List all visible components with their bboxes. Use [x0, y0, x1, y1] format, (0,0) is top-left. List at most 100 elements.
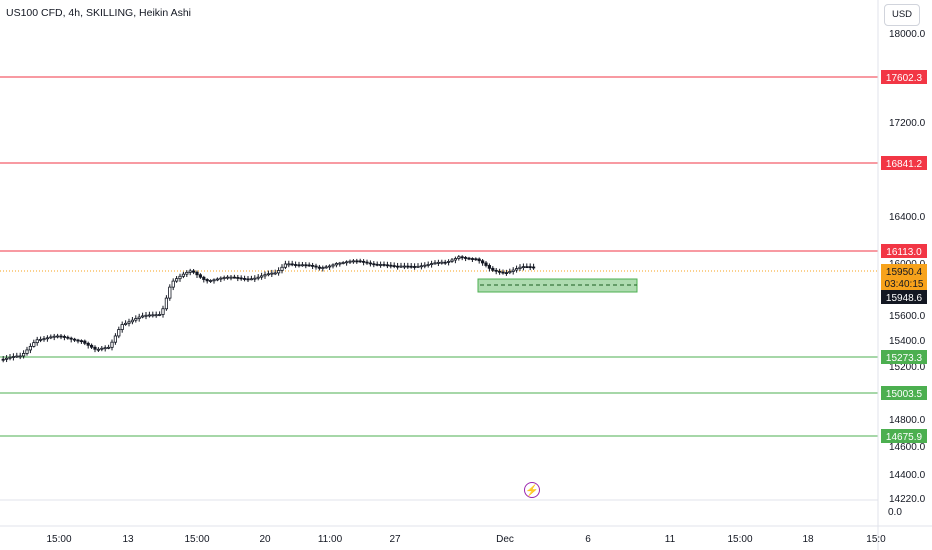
candle-body — [484, 262, 488, 266]
candle-body — [174, 278, 179, 282]
candle-body — [134, 318, 138, 321]
candle-body — [423, 264, 427, 267]
support-level-label: 15003.5 — [881, 386, 927, 400]
candle-body — [436, 261, 441, 264]
countdown-label: 03:40:15 — [885, 279, 924, 290]
price-axis-tick: 14800.0 — [889, 415, 926, 426]
candle-body — [429, 263, 434, 266]
time-axis-tick: 13 — [122, 534, 134, 545]
candle-body — [151, 314, 155, 317]
candle-body — [147, 314, 151, 317]
candle-body — [49, 336, 53, 339]
candle-body — [242, 278, 247, 280]
candle-body — [290, 263, 294, 266]
candle-body — [117, 329, 121, 337]
crosshair-price-label-bg — [881, 290, 927, 304]
candle-body — [480, 260, 485, 264]
support-level-label: 15273.3 — [881, 350, 927, 364]
candle-body — [185, 271, 189, 275]
candle-body — [395, 265, 400, 268]
candle-body — [256, 276, 260, 279]
candle-body — [161, 308, 165, 315]
candle-body — [253, 277, 257, 280]
candle-body — [208, 280, 213, 282]
candle-body — [314, 265, 318, 268]
candle-body — [477, 258, 481, 262]
candle-body — [69, 337, 73, 340]
candle-body — [497, 270, 502, 273]
candle-body — [127, 321, 131, 324]
candle-body — [276, 270, 281, 274]
candle-body — [249, 278, 253, 281]
candle-body — [273, 272, 277, 275]
candle-body — [76, 339, 80, 342]
price-axis-tick: 17200.0 — [889, 118, 926, 129]
candle-body — [317, 266, 322, 269]
currency-button[interactable]: USD — [884, 4, 920, 26]
candle-body — [164, 297, 168, 310]
candle-body — [334, 263, 339, 266]
crosshair-price-label: 15948.6 — [881, 290, 927, 304]
candle-body — [457, 256, 461, 259]
candle-body — [494, 269, 498, 272]
candle-body — [450, 259, 454, 262]
candle-body — [532, 266, 536, 269]
candle-body — [96, 348, 100, 351]
support-level-label-text: 15003.5 — [886, 389, 923, 400]
candle-body — [86, 342, 90, 346]
candle-body — [321, 267, 325, 269]
candle-body — [107, 346, 111, 349]
candle-body — [307, 264, 311, 267]
time-axis-tick: 27 — [389, 534, 401, 545]
candle-body — [372, 263, 376, 266]
candle-body — [508, 271, 512, 274]
candle-body — [154, 314, 158, 317]
candle-body — [283, 263, 288, 268]
candle-body — [8, 356, 12, 359]
candle-body — [18, 355, 22, 358]
current-price-badge-bg — [881, 264, 927, 290]
candle-body — [246, 278, 250, 281]
candle-body — [5, 357, 9, 360]
candle-body — [130, 319, 134, 323]
candle-body — [433, 262, 437, 265]
candle-body — [419, 265, 424, 268]
candle-body — [52, 335, 56, 338]
candle-body — [191, 270, 196, 273]
resistance-level-label-text: 16841.2 — [886, 159, 923, 170]
time-axis-tick: 11:00 — [318, 534, 343, 545]
candle-body — [361, 260, 366, 263]
candle-body — [229, 276, 233, 279]
candle-body — [491, 267, 495, 271]
candle-body — [103, 347, 107, 350]
candle-body — [426, 264, 430, 266]
candle-body — [25, 349, 29, 354]
candle-body — [399, 265, 403, 268]
pane-zero-label: 0.0 — [888, 507, 902, 518]
candle-body — [144, 314, 148, 317]
candle-body — [212, 279, 216, 282]
candle-body — [528, 266, 532, 269]
candle-body — [1, 358, 5, 361]
resistance-level-label-bg — [881, 156, 927, 170]
support-level-label-bg — [881, 429, 927, 443]
chart-title: US100 CFD, 4h, SKILLING, Heikin Ashi — [6, 7, 191, 19]
candle-body — [406, 265, 410, 268]
candle-body — [59, 335, 63, 338]
candle-body — [358, 260, 362, 263]
candle-body — [198, 274, 202, 278]
candle-body — [487, 265, 492, 269]
candle-body — [205, 279, 209, 282]
time-axis-tick: Dec — [496, 534, 514, 545]
price-axis-tick: 15400.0 — [889, 336, 926, 347]
candle-body — [304, 264, 308, 267]
current-price-badge: 15950.403:40:15 — [881, 264, 927, 290]
candle-body — [219, 277, 223, 280]
candle-body — [348, 260, 352, 263]
candle-body — [66, 336, 70, 339]
candle-body — [338, 262, 342, 265]
lightning-icon[interactable]: ⚡ — [524, 482, 540, 498]
candle-body — [56, 335, 60, 338]
